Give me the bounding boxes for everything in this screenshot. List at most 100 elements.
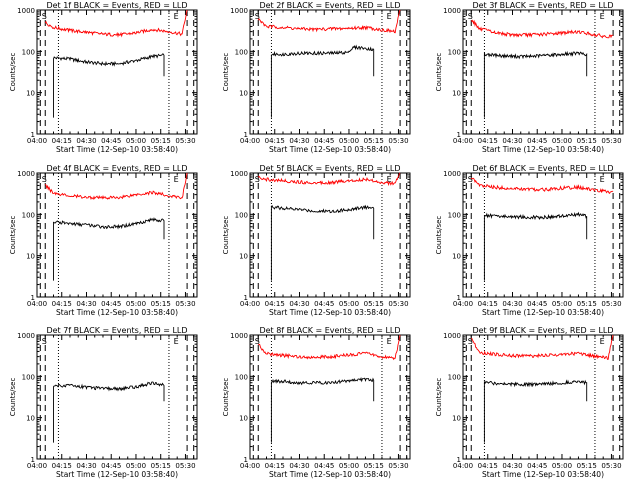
y-tick-label: 1000: [17, 7, 35, 15]
y-tick-label: 1: [31, 294, 35, 302]
x-tick-label: 05:15: [577, 300, 597, 308]
plot-frame: [249, 334, 411, 460]
x-tick-label: 04:15: [478, 462, 498, 470]
x-tick-label: 05:30: [175, 462, 195, 470]
lld-series-line: [470, 177, 614, 194]
chart-title: Det 3f BLACK = Events, RED = LLD: [472, 1, 613, 10]
plot-frame: [249, 172, 411, 298]
plot-frame: [462, 334, 624, 460]
x-tick-label: 05:00: [552, 137, 572, 145]
start-marker-label: S: [42, 175, 47, 184]
y-tick-label: 10: [452, 415, 461, 423]
start-marker-label: S: [255, 175, 260, 184]
x-tick-label: 04:00: [240, 462, 260, 470]
end-marker-label: E: [174, 12, 179, 21]
x-tick-label: 05:15: [364, 300, 384, 308]
y-axis-label: Counts/sec: [9, 53, 17, 92]
x-tick-label: 05:00: [126, 137, 146, 145]
x-tick-label: 04:30: [289, 300, 309, 308]
y-tick-label: 100: [235, 48, 248, 56]
x-tick-label: 05:30: [601, 300, 621, 308]
x-tick-label: 05:15: [577, 137, 597, 145]
x-tick-label: 04:30: [289, 462, 309, 470]
y-axis-label: Counts/sec: [222, 378, 230, 417]
start-marker-label: S: [255, 12, 260, 21]
y-axis-label: Counts/sec: [435, 216, 443, 255]
x-tick-label: 05:30: [601, 137, 621, 145]
events-series-line: [53, 381, 165, 443]
chart-title: Det 6f BLACK = Events, RED = LLD: [472, 164, 613, 173]
y-tick-label: 1000: [443, 332, 461, 340]
y-tick-label: 1000: [230, 7, 248, 15]
chart-title: Det 5f BLACK = Events, RED = LLD: [259, 164, 400, 173]
x-axis-label: Start Time (12-Sep-10 03:58:40): [482, 145, 604, 154]
lld-series-line: [44, 9, 188, 38]
x-tick-label: 04:00: [27, 300, 47, 308]
x-axis-label: Start Time (12-Sep-10 03:58:40): [56, 145, 178, 154]
y-tick-label: 100: [235, 211, 248, 219]
x-tick-label: 04:15: [52, 300, 72, 308]
plot-frame: [36, 172, 198, 298]
x-tick-label: 04:15: [265, 462, 285, 470]
x-tick-label: 04:15: [265, 300, 285, 308]
x-tick-label: 04:30: [76, 462, 96, 470]
chart-title: Det 7f BLACK = Events, RED = LLD: [46, 326, 187, 335]
y-tick-label: 100: [448, 48, 461, 56]
x-tick-label: 05:15: [151, 137, 171, 145]
x-tick-label: 04:45: [314, 462, 334, 470]
y-tick-label: 1: [457, 131, 461, 139]
y-axis-label: Counts/sec: [435, 53, 443, 92]
x-axis-label: Start Time (12-Sep-10 03:58:40): [56, 308, 178, 317]
start-marker-label: S: [468, 12, 473, 21]
end-marker-label: E: [600, 337, 605, 346]
lld-series-line: [257, 172, 401, 187]
events-series-line: [53, 217, 165, 281]
chart-panel-4: Det 4f BLACK = Events, RED = LLD 1 10 100 10…: [9, 164, 198, 317]
x-tick-label: 05:00: [339, 300, 359, 308]
start-marker-label: S: [42, 12, 47, 21]
x-tick-label: 05:15: [151, 462, 171, 470]
start-marker-label: S: [468, 337, 473, 346]
plot-frame: [249, 9, 411, 135]
y-tick-label: 1: [457, 294, 461, 302]
x-tick-label: 05:15: [364, 137, 384, 145]
chart-title: Det 4f BLACK = Events, RED = LLD: [46, 164, 187, 173]
y-tick-label: 1000: [230, 332, 248, 340]
lld-series-line: [258, 334, 401, 361]
plot-frame: [36, 9, 198, 135]
x-tick-label: 05:15: [151, 300, 171, 308]
plot-frame: [462, 9, 624, 135]
lld-series-line: [470, 334, 614, 360]
x-tick-label: 04:45: [101, 300, 121, 308]
x-tick-label: 04:15: [478, 137, 498, 145]
x-tick-label: 04:45: [101, 137, 121, 145]
x-tick-label: 04:00: [453, 137, 473, 145]
chart-panel-1: Det 1f BLACK = Events, RED = LLD 1 10 100 10…: [9, 1, 198, 154]
y-tick-label: 10: [239, 415, 248, 423]
x-tick-label: 05:00: [552, 300, 572, 308]
x-tick-label: 05:30: [175, 300, 195, 308]
x-tick-label: 05:15: [577, 462, 597, 470]
y-tick-label: 10: [239, 253, 248, 261]
events-series-line: [483, 379, 588, 443]
start-marker-label: S: [468, 175, 473, 184]
events-series-line: [270, 204, 375, 281]
chart-panel-5: Det 5f BLACK = Events, RED = LLD 1 10 100 10…: [222, 164, 411, 317]
x-tick-label: 05:00: [126, 462, 146, 470]
x-tick-label: 04:30: [76, 300, 96, 308]
x-tick-label: 04:45: [101, 462, 121, 470]
x-tick-label: 04:15: [478, 300, 498, 308]
x-tick-label: 05:00: [339, 462, 359, 470]
end-marker-label: E: [174, 175, 179, 184]
end-marker-label: E: [174, 337, 179, 346]
y-axis-label: Counts/sec: [222, 216, 230, 255]
lld-series-line: [44, 172, 188, 201]
plot-frame: [36, 334, 198, 460]
y-tick-label: 1: [31, 131, 35, 139]
x-tick-label: 04:45: [527, 137, 547, 145]
events-series-line: [53, 53, 165, 118]
events-series-line: [483, 50, 588, 118]
x-tick-label: 04:45: [527, 462, 547, 470]
lld-series-line: [257, 9, 401, 34]
